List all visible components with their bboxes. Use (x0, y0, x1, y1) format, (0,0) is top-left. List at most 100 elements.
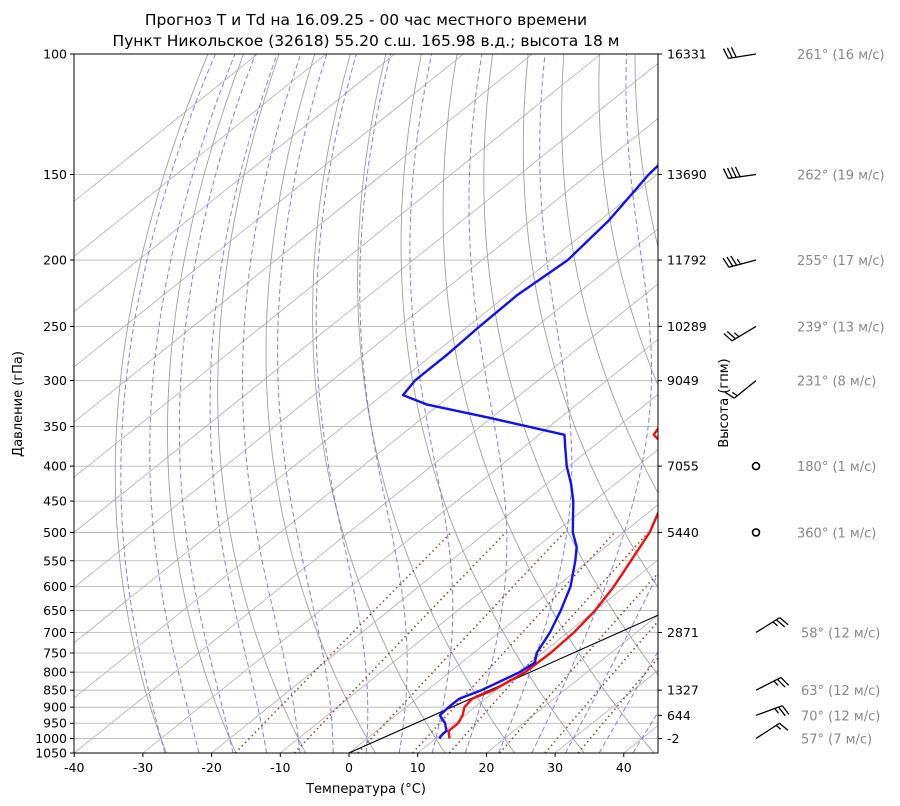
wind-barb-feather (775, 619, 786, 628)
y-tick-label: 650 (43, 603, 67, 618)
sounding-series (401, 163, 658, 740)
y-tick-label: 600 (43, 579, 67, 594)
isotherm-line (417, 559, 658, 753)
y-tick-label: 300 (43, 373, 67, 388)
wind-barb-feather (731, 391, 738, 397)
wind-barb-feather (726, 331, 736, 340)
isotherm-line (74, 173, 658, 644)
dry-adiabat (813, 54, 900, 753)
y-tick-label: 750 (43, 645, 67, 660)
wind-barb-label: 360° (1 м/с) (797, 526, 876, 541)
calm-wind-circle (751, 461, 761, 471)
isotherm-line (142, 338, 658, 753)
dry-adiabat (217, 54, 307, 753)
series-t-line (447, 426, 658, 739)
moist-adiabat (277, 54, 334, 753)
moist-adiabat (209, 54, 278, 753)
wind-barb-feather (722, 168, 729, 179)
y-tick-label: 1000 (35, 731, 67, 746)
wind-barb: 180° (1 м/с) (751, 460, 876, 475)
chart-title-line1: Прогноз T и Td на 16.09.25 - 00 час мест… (145, 11, 587, 29)
isotherm-line (74, 118, 658, 589)
y-tick-label: 500 (43, 525, 67, 540)
y-tick-label: 800 (43, 665, 67, 680)
x-axis-label: Температура (°C) (305, 782, 426, 797)
dry-adiabat (777, 54, 900, 753)
wind-barb-feather (723, 333, 733, 342)
dry-adiabat (849, 54, 900, 753)
wind-barb-staff (755, 617, 781, 634)
wind-barb: 70° (12 м/с) (755, 705, 880, 724)
x-tick-label: 10 (410, 760, 426, 775)
height-tick-label: 13690 (667, 167, 707, 182)
wind-barb-staff (733, 380, 757, 399)
moist-adiabat (464, 54, 508, 753)
parcel-line (348, 614, 658, 753)
y-tick-label: 450 (43, 494, 67, 509)
y-tick-label: 900 (43, 700, 67, 715)
wind-barb-label: 57° (7 м/с) (801, 732, 872, 747)
dry-adiabat (400, 54, 585, 753)
x-tick-label: -10 (270, 760, 290, 775)
background-lines (74, 54, 900, 753)
wind-barb-feather (724, 391, 735, 399)
isotherm-line (74, 54, 464, 368)
wind-barb-staff (731, 325, 757, 342)
y-axis-label: Давление (гПа) (11, 351, 26, 457)
dry-adiabat (598, 54, 658, 387)
wind-barb-feather (776, 678, 786, 688)
y-tick-label: 850 (43, 683, 67, 698)
wind-barb-label: 231° (8 м/с) (797, 375, 876, 390)
x-tick-label: 30 (547, 760, 563, 775)
wind-barb-feather (781, 705, 790, 715)
wind-barb-feather (772, 621, 778, 627)
x-tick-label: 40 (616, 760, 632, 775)
isotherm-line (348, 504, 658, 753)
axes: -40 -30 -20 -10 0 10 20 30 40 100 150 200 250 300 350 4… (35, 47, 707, 776)
moist-adiabat (242, 54, 302, 753)
y-tick-label: 700 (43, 625, 67, 640)
wind-barb: 239° (13 м/с) (723, 320, 885, 342)
wind-barb-staff (728, 53, 757, 60)
dry-adiabat (483, 54, 658, 676)
wind-barb-label: 70° (12 м/с) (801, 709, 880, 724)
height-tick-label: 16331 (667, 47, 707, 62)
dry-adiabat (265, 54, 376, 753)
wind-barb: 58° (12 м/с) (755, 617, 880, 641)
y-tick-label: 400 (43, 459, 67, 474)
wind-barb-label: 239° (13 м/с) (797, 320, 885, 335)
isotherm-line (74, 62, 658, 533)
wind-barb: 360° (1 м/с) (751, 526, 876, 541)
y-tick-label: 100 (43, 47, 67, 62)
height-tick-label: 2871 (667, 625, 699, 640)
y-tick-label: 1050 (35, 746, 67, 761)
moist-adiabat (178, 54, 256, 753)
moist-adiabat (409, 54, 454, 753)
moist-adiabat (531, 54, 652, 753)
wind-barb-feather (779, 617, 789, 626)
isotherm-line (74, 54, 602, 478)
x-tick-label: -20 (201, 760, 221, 775)
isotherm-line (211, 393, 658, 753)
dry-adiabat (634, 54, 658, 249)
wind-barb-feather (778, 706, 786, 717)
y-tick-label: 950 (43, 716, 67, 731)
dry-adiabat (561, 54, 658, 494)
dry-adiabat (522, 54, 658, 589)
wind-barb-feather (773, 680, 779, 686)
isotherm-line (74, 54, 396, 313)
height-tick-label: 7055 (667, 459, 699, 474)
isotherm-line (74, 54, 533, 423)
isotherm-line (74, 54, 258, 202)
isotherm-line (486, 614, 658, 753)
moist-adiabat (632, 711, 658, 753)
height-tick-label: 11792 (667, 253, 707, 268)
wind-barb-label: 262° (19 м/с) (797, 169, 885, 184)
wind-barb-label: 255° (17 м/с) (797, 254, 885, 269)
mixing-ratio-line (577, 656, 658, 753)
isotherm-line (74, 228, 658, 699)
y-tick-label: 250 (43, 319, 67, 334)
plot-frame (73, 53, 659, 754)
wind-barb-feather (726, 47, 733, 59)
